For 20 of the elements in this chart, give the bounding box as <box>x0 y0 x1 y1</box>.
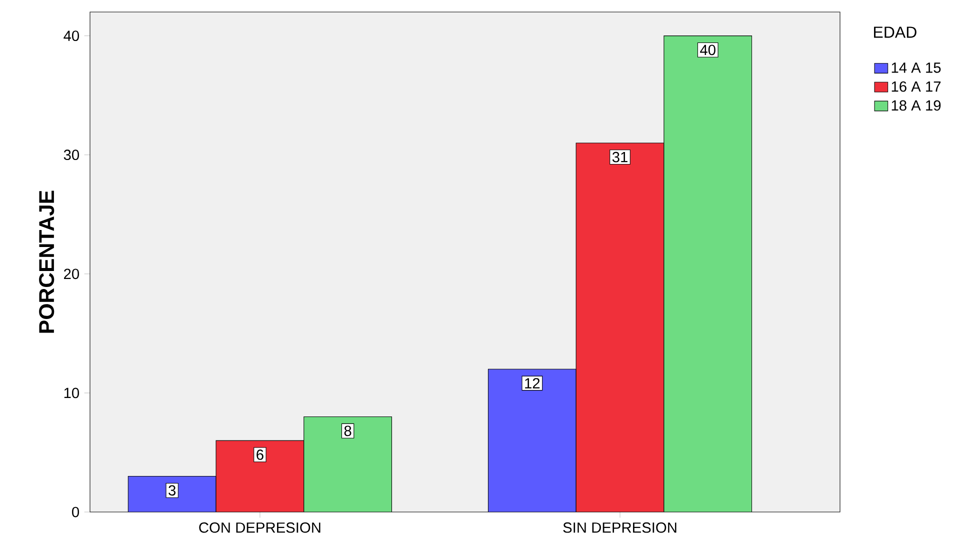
y-tick-label: 30 <box>64 150 80 160</box>
y-tick-label: 20 <box>64 268 80 280</box>
data-label: 8 <box>344 426 352 436</box>
data-label: 6 <box>256 450 264 460</box>
y-tick-label: 10 <box>64 388 80 398</box>
x-tick-label: SIN DEPRESION <box>563 522 676 533</box>
data-label: 3 <box>168 485 176 496</box>
legend-label: 18 A 19 <box>892 100 941 111</box>
bar <box>664 36 752 512</box>
y-axis-title: PORCENTAJE <box>39 190 54 333</box>
y-tick-label: 0 <box>72 506 80 518</box>
legend-label: 16 A 17 <box>892 81 941 92</box>
bar <box>304 416 392 512</box>
y-tick-label: 40 <box>64 30 80 42</box>
legend-label: 14 A 15 <box>892 62 941 73</box>
legend-title: EDAD <box>874 26 916 38</box>
data-label: 12 <box>525 378 540 388</box>
data-label: 40 <box>700 44 716 56</box>
x-tick-label: CON DEPRESION <box>199 522 320 533</box>
data-label: 31 <box>612 152 628 162</box>
